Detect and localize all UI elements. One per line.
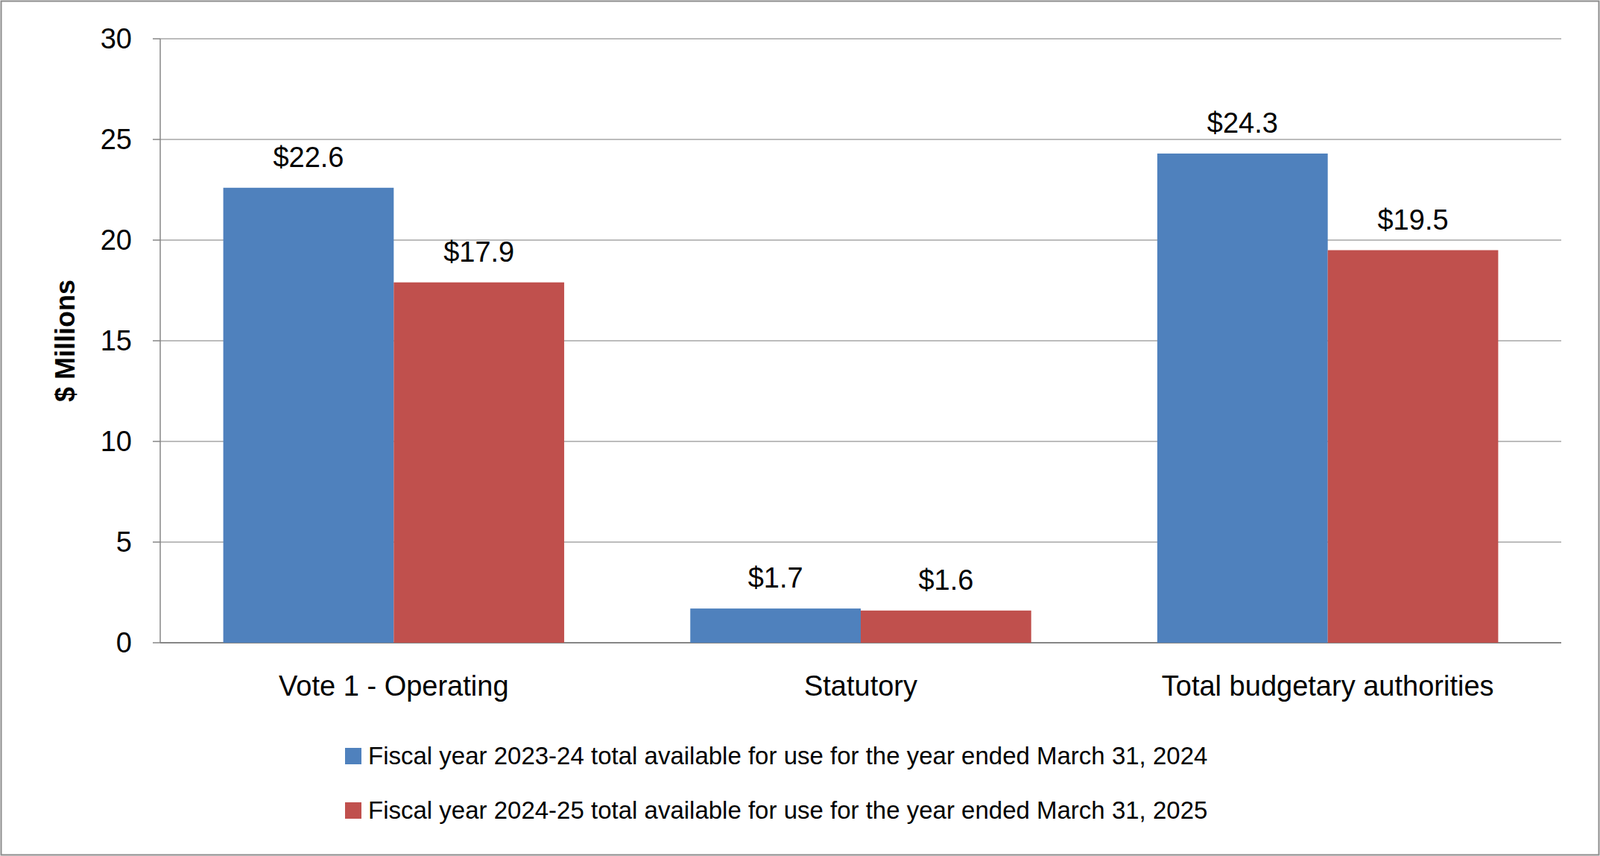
category-label: Statutory [804, 669, 918, 702]
tick-mark [152, 339, 161, 342]
data-label: $1.6 [918, 564, 974, 596]
y-axis [159, 38, 161, 643]
tick-label: 0 [116, 626, 132, 659]
tick-label: 25 [100, 123, 132, 156]
bar [393, 282, 565, 643]
bar [1327, 250, 1499, 644]
tick-mark [152, 641, 161, 644]
bar [690, 608, 861, 643]
tick-label: 20 [100, 224, 132, 256]
bar [860, 610, 1032, 643]
tick-label: 15 [100, 324, 132, 357]
legend-label: Fiscal year 2023-24 total available for … [368, 741, 1208, 770]
tick-label: 5 [116, 526, 132, 558]
legend-swatch [345, 747, 362, 764]
grid-line [160, 38, 1562, 40]
legend: Fiscal year 2023-24 total available for … [345, 741, 1208, 824]
tick-mark [152, 138, 161, 141]
chart-svg: 0 5 10 15 20 25 30 $ Millions Vote 1 - Operating… [0, 0, 1600, 856]
tick-label: 30 [100, 23, 132, 55]
category-label: Vote 1 - Operating [278, 669, 509, 702]
chart-frame [1, 1, 1600, 855]
data-label: $1.7 [748, 561, 804, 594]
tick-label: 10 [100, 425, 132, 457]
chart-container: 0 5 10 15 20 25 30 $ Millions Vote 1 - Operating… [0, 0, 1600, 856]
y-axis-label: $ Millions [49, 279, 81, 402]
data-label: $24.3 [1207, 107, 1279, 139]
data-label: $19.5 [1377, 204, 1448, 236]
bar [1157, 153, 1328, 643]
tick-mark [152, 440, 161, 442]
bars [223, 153, 1499, 643]
legend-label: Fiscal year 2024-25 total available for … [368, 795, 1208, 824]
data-label: $22.6 [272, 141, 344, 173]
category-label: Total budgetary authorities [1161, 669, 1495, 702]
legend-swatch [345, 801, 362, 819]
data-label: $17.9 [443, 236, 515, 268]
bar [223, 187, 395, 643]
tick-mark [152, 239, 161, 241]
tick-mark [152, 541, 161, 543]
grid-line [160, 138, 1562, 141]
tick-mark [152, 38, 161, 40]
